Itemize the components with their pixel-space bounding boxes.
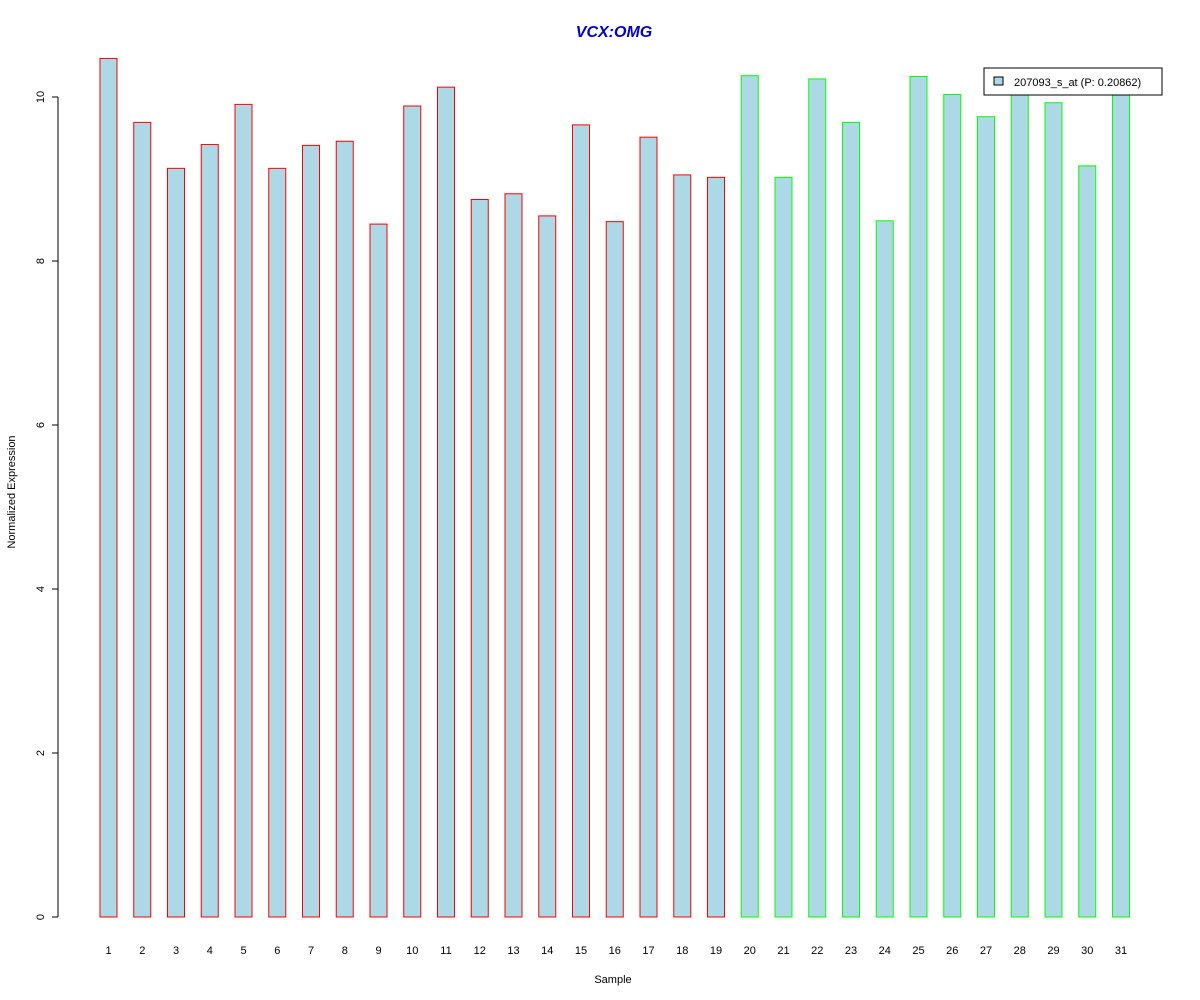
x-tick-label: 22 xyxy=(811,945,823,957)
bar-sample-12 xyxy=(470,199,489,918)
x-tick-label: 24 xyxy=(879,945,891,957)
y-axis-title: Normalized Expression xyxy=(6,435,18,548)
x-tick-label: 28 xyxy=(1014,945,1026,957)
bar-sample-24 xyxy=(875,220,894,918)
bar-sample-29 xyxy=(1044,102,1063,918)
bar-sample-18 xyxy=(673,174,692,918)
y-tick-label: 8 xyxy=(35,258,47,264)
bar-sample-8 xyxy=(335,140,354,918)
x-axis-labels: 1 2 3 4 5 6 7 8 9 10 11 12 13 14 15 16 17 18 19 20 21 22 23 24 2… xyxy=(105,945,1127,957)
x-tick-label: 31 xyxy=(1115,945,1127,957)
x-tick-label: 10 xyxy=(406,945,418,957)
x-tick-label: 29 xyxy=(1047,945,1059,957)
bar-sample-22 xyxy=(808,78,827,918)
x-tick-label: 16 xyxy=(609,945,621,957)
x-tick-label: 23 xyxy=(845,945,857,957)
y-axis: 0 2 4 6 8 10 xyxy=(35,91,59,920)
y-tick-label: 2 xyxy=(35,750,47,756)
x-tick-label: 2 xyxy=(139,945,145,957)
x-tick-label: 8 xyxy=(342,945,348,957)
y-tick-label: 10 xyxy=(35,91,47,103)
legend-swatch xyxy=(993,76,1004,86)
bar-sample-11 xyxy=(437,86,455,918)
x-axis-title: Sample xyxy=(594,974,631,986)
bar-sample-17 xyxy=(639,136,658,918)
bars-group xyxy=(99,57,1130,918)
legend-label: 207093_s_at (P: 0.20862) xyxy=(1014,77,1141,89)
x-tick-label: 20 xyxy=(744,945,756,957)
bar-sample-5 xyxy=(234,103,253,918)
bar-sample-20 xyxy=(740,75,759,918)
bar-sample-2 xyxy=(133,121,152,918)
x-tick-label: 30 xyxy=(1081,945,1093,957)
x-tick-label: 9 xyxy=(375,945,381,957)
x-tick-label: 5 xyxy=(240,945,246,957)
legend-box xyxy=(983,67,1163,96)
bar-sample-6 xyxy=(268,167,287,918)
x-tick-label: 4 xyxy=(207,945,213,957)
bar-sample-31 xyxy=(1112,94,1130,918)
x-tick-label: 19 xyxy=(710,945,722,957)
x-tick-label: 13 xyxy=(507,945,519,957)
bar-sample-21 xyxy=(774,176,793,918)
x-tick-label: 25 xyxy=(912,945,924,957)
bar-sample-25 xyxy=(909,76,928,918)
bar-sample-16 xyxy=(605,221,624,918)
bar-sample-19 xyxy=(707,176,725,918)
chart-title: VCX:OMG xyxy=(576,24,652,41)
legend: 207093_s_at (P: 0.20862) xyxy=(983,67,1163,96)
bar-sample-27 xyxy=(977,116,995,918)
bar-sample-7 xyxy=(302,144,320,918)
x-tick-label: 12 xyxy=(474,945,486,957)
y-tick-label: 6 xyxy=(35,422,47,428)
bar-sample-10 xyxy=(403,105,422,918)
x-tick-label: 17 xyxy=(642,945,654,957)
bar-sample-26 xyxy=(943,94,962,918)
bar-sample-15 xyxy=(572,124,590,918)
bar-sample-14 xyxy=(538,215,557,918)
x-tick-label: 1 xyxy=(105,945,111,957)
x-tick-label: 27 xyxy=(980,945,992,957)
bar-sample-28 xyxy=(1010,94,1029,918)
bar-sample-13 xyxy=(504,193,523,918)
bar-sample-30 xyxy=(1078,165,1097,918)
x-tick-label: 7 xyxy=(308,945,314,957)
bar-sample-1 xyxy=(99,57,118,918)
x-tick-label: 11 xyxy=(440,945,451,957)
x-tick-label: 21 xyxy=(777,945,789,957)
bar-sample-23 xyxy=(842,121,860,918)
x-tick-label: 6 xyxy=(274,945,280,957)
x-tick-label: 15 xyxy=(575,945,587,957)
bar-sample-9 xyxy=(369,223,388,918)
y-tick-label: 4 xyxy=(35,586,47,592)
x-tick-label: 3 xyxy=(173,945,179,957)
y-tick-label: 0 xyxy=(35,914,47,920)
bar-sample-3 xyxy=(167,167,185,918)
x-tick-label: 18 xyxy=(676,945,688,957)
x-tick-label: 26 xyxy=(946,945,958,957)
x-tick-label: 14 xyxy=(541,945,553,957)
bar-sample-4 xyxy=(200,144,219,918)
